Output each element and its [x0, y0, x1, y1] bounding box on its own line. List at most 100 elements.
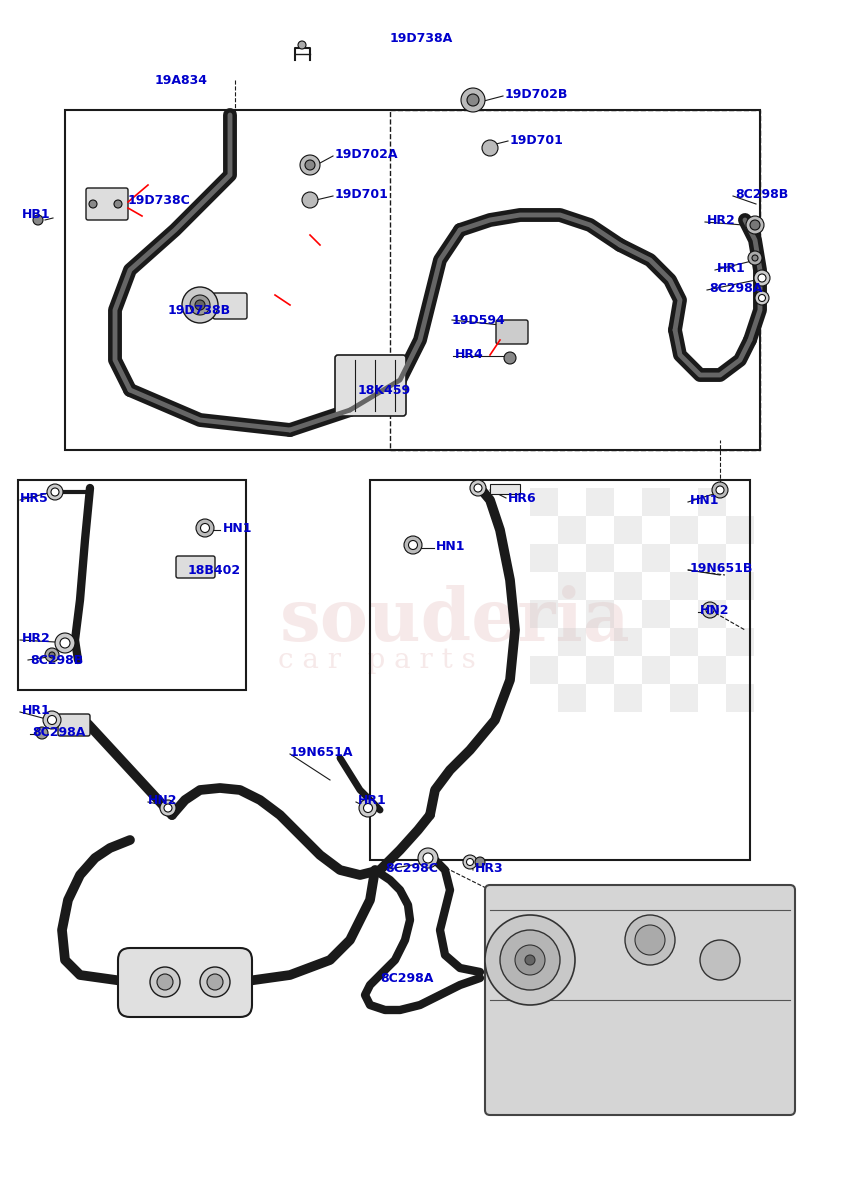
Circle shape: [475, 857, 485, 866]
Bar: [370, 480, 750, 860]
Bar: [726, 516, 754, 544]
Text: c a r   p a r t s: c a r p a r t s: [278, 647, 475, 673]
Text: 19D702A: 19D702A: [335, 149, 398, 162]
Text: 19D738A: 19D738A: [390, 31, 453, 44]
Text: 8C298A: 8C298A: [380, 972, 433, 984]
Text: HR3: HR3: [475, 862, 504, 875]
Circle shape: [482, 140, 498, 156]
FancyBboxPatch shape: [176, 556, 215, 578]
Bar: [558, 516, 586, 544]
Bar: [698, 488, 726, 516]
Bar: [558, 684, 586, 712]
Circle shape: [164, 804, 172, 812]
Circle shape: [408, 540, 418, 550]
Bar: [726, 684, 754, 712]
Text: 8C298A: 8C298A: [709, 282, 763, 294]
Bar: [670, 628, 698, 656]
Bar: [614, 684, 642, 712]
Bar: [614, 572, 642, 600]
Bar: [642, 656, 670, 684]
Bar: [670, 572, 698, 600]
Bar: [530, 600, 558, 628]
Text: HR1: HR1: [717, 262, 746, 275]
Bar: [670, 516, 698, 544]
Circle shape: [423, 853, 433, 863]
Text: HN2: HN2: [700, 604, 729, 617]
Text: 8C298B: 8C298B: [735, 188, 789, 202]
Text: HR1: HR1: [22, 703, 51, 716]
FancyBboxPatch shape: [335, 355, 406, 416]
Bar: [614, 516, 642, 544]
Bar: [558, 572, 586, 600]
Circle shape: [746, 216, 764, 234]
Circle shape: [467, 94, 479, 106]
Circle shape: [300, 155, 320, 175]
Text: 8C298A: 8C298A: [32, 726, 86, 738]
Text: HR5: HR5: [20, 492, 49, 504]
Circle shape: [305, 160, 315, 170]
Circle shape: [201, 523, 209, 533]
Text: HR6: HR6: [508, 492, 536, 504]
Circle shape: [150, 967, 180, 997]
Text: HN1: HN1: [690, 493, 720, 506]
Circle shape: [114, 200, 122, 208]
Text: 18K459: 18K459: [358, 384, 411, 396]
Text: HN2: HN2: [148, 793, 178, 806]
Bar: [698, 600, 726, 628]
Text: 19D701: 19D701: [510, 133, 564, 146]
Bar: [586, 656, 614, 684]
Circle shape: [467, 858, 474, 865]
Circle shape: [470, 480, 486, 496]
Circle shape: [359, 799, 377, 817]
Circle shape: [485, 914, 575, 1006]
Circle shape: [525, 955, 535, 965]
Circle shape: [51, 488, 59, 496]
Bar: [18, 480, 246, 690]
Circle shape: [752, 254, 758, 260]
FancyBboxPatch shape: [118, 948, 252, 1018]
Bar: [586, 488, 614, 516]
Circle shape: [302, 192, 318, 208]
Circle shape: [461, 88, 485, 112]
Circle shape: [196, 518, 214, 538]
Circle shape: [712, 482, 728, 498]
Circle shape: [515, 946, 545, 974]
Bar: [698, 656, 726, 684]
Circle shape: [500, 930, 560, 990]
Circle shape: [55, 634, 75, 653]
Circle shape: [195, 300, 205, 310]
Bar: [65, 110, 760, 450]
Text: souderia: souderia: [280, 584, 631, 655]
Circle shape: [45, 648, 59, 662]
Circle shape: [49, 652, 55, 658]
Text: 19D701: 19D701: [335, 188, 389, 202]
Circle shape: [706, 606, 714, 614]
Circle shape: [47, 484, 63, 500]
Text: HR2: HR2: [707, 214, 736, 227]
Text: HR1: HR1: [358, 793, 387, 806]
Circle shape: [702, 602, 718, 618]
Text: HN1: HN1: [436, 540, 466, 552]
Circle shape: [625, 914, 675, 965]
Circle shape: [474, 484, 482, 492]
Circle shape: [404, 536, 422, 554]
Circle shape: [758, 294, 765, 301]
Circle shape: [635, 925, 665, 955]
Text: HR4: HR4: [455, 348, 484, 361]
Bar: [586, 600, 614, 628]
Circle shape: [298, 41, 306, 49]
Bar: [530, 656, 558, 684]
FancyBboxPatch shape: [86, 188, 128, 220]
Circle shape: [207, 974, 223, 990]
Circle shape: [758, 274, 766, 282]
Circle shape: [463, 854, 477, 869]
Circle shape: [157, 974, 173, 990]
FancyBboxPatch shape: [485, 886, 795, 1115]
Bar: [642, 600, 670, 628]
Text: 19D738B: 19D738B: [168, 304, 231, 317]
Circle shape: [364, 804, 372, 812]
Circle shape: [36, 727, 48, 739]
Circle shape: [89, 200, 97, 208]
Text: 19D594: 19D594: [452, 313, 505, 326]
Text: HN1: HN1: [223, 522, 252, 534]
